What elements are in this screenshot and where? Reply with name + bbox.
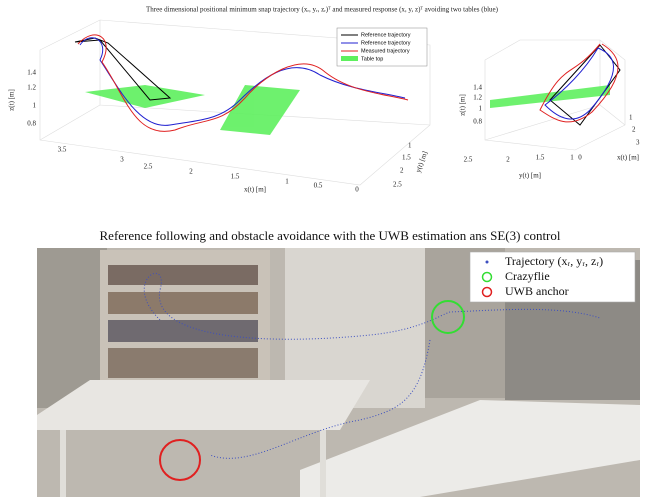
tick-label: 1	[285, 178, 289, 186]
tick-label: 2.5	[393, 181, 402, 189]
legend-label: Reference trajectory	[361, 40, 411, 46]
x-axis-label: x(t) [m]	[617, 154, 639, 162]
z-axis-label: z(t) [m]	[8, 89, 16, 111]
legend-label: Measured trajectory	[361, 48, 410, 54]
tick-label: 2	[189, 168, 193, 176]
left-legend: Reference trajectory Reference trajector…	[337, 28, 427, 66]
tick-label: 2	[632, 126, 636, 134]
tick-label: 1.2	[473, 94, 482, 102]
tick-label: 2	[400, 167, 404, 175]
z-ticks: 1.4 1.2 1 0.8	[473, 84, 482, 126]
z-ticks: 1.4 1.2 1 0.8	[27, 69, 36, 128]
tick-label: 0.8	[473, 118, 482, 126]
tick-label: 1	[479, 105, 483, 113]
tick-label: 1.4	[27, 69, 36, 77]
figure: Three dimensional positional minimum sna…	[0, 0, 645, 497]
tick-label: 3	[636, 139, 640, 147]
x-ticks: 1 23	[629, 114, 640, 147]
tick-label: 1.4	[473, 84, 482, 92]
tick-label: 2.5	[144, 163, 153, 171]
legend-label: Reference trajectory	[361, 32, 411, 38]
legend-label: Crazyflie	[505, 269, 550, 283]
legend-label: Table top	[361, 56, 383, 62]
tick-label: 1.5	[402, 154, 411, 162]
z-axis-label: z(t) [m]	[459, 94, 467, 116]
bottom-legend: Trajectory (xᵣ, yᵣ, zᵣ) Crazyflie UWB an…	[470, 252, 635, 302]
tick-label: 0.5	[314, 182, 323, 190]
tick-label: 3	[120, 156, 124, 164]
tick-label: 1	[33, 102, 37, 110]
tick-label: 1	[570, 154, 574, 162]
tick-label: 1	[629, 114, 633, 122]
top-title: Three dimensional positional minimum sna…	[146, 6, 499, 14]
x-axis-label: x(t) [m]	[244, 186, 266, 194]
tick-label: 2	[506, 156, 510, 164]
tick-label: 1	[408, 142, 412, 150]
x-ticks: 3.5 3 2.5 2 1.5 1 0.5 0	[58, 146, 360, 194]
tables	[85, 85, 300, 135]
y-axis-label: y(t) [m]	[519, 172, 541, 180]
tables	[490, 85, 610, 108]
legend-label: UWB anchor	[505, 284, 569, 298]
tick-label: 0	[355, 186, 359, 194]
tick-label: 1.2	[27, 84, 36, 92]
tick-label: 1.5	[231, 173, 240, 181]
tick-label: 0	[578, 154, 582, 162]
tick-label: 1.5	[536, 154, 545, 162]
tick-label: 3.5	[58, 146, 67, 154]
bottom-title: Reference following and obstacle avoidan…	[100, 228, 561, 243]
trajectories	[540, 44, 620, 125]
tick-label: 0.8	[27, 120, 36, 128]
y-axis-label: y(t) [m]	[414, 150, 429, 173]
tick-label: 2.5	[464, 156, 473, 164]
legend-label: Trajectory (xᵣ, yᵣ, zᵣ)	[505, 254, 603, 268]
